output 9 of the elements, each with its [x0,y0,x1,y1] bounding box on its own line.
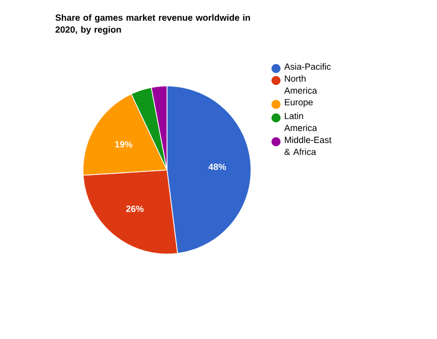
chart-title: Share of games market revenue worldwide in 2020, by region [55,14,250,35]
data-label: 48% [208,164,226,170]
data-label: 19% [115,141,132,148]
legend-label: Latin America [284,112,318,132]
data-label: 26% [126,206,144,212]
legend-label: North America [284,75,318,94]
legend-label: Asia-Pacific [284,63,331,70]
legend-label: Middle-East & Africa [284,136,332,156]
legend-label: Europe [284,99,313,108]
